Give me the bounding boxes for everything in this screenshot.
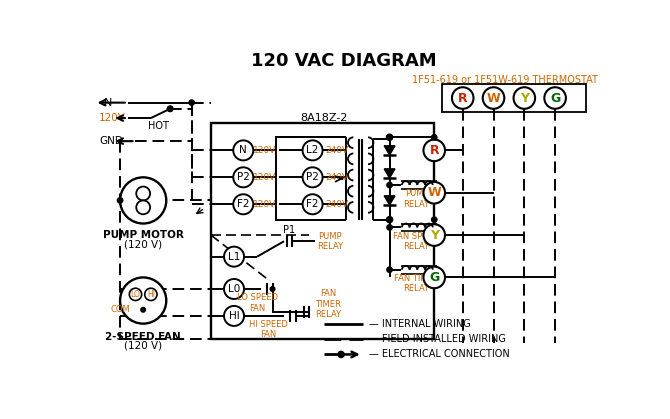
Text: HI: HI xyxy=(147,290,155,299)
Circle shape xyxy=(387,267,392,272)
Circle shape xyxy=(544,87,566,109)
Circle shape xyxy=(189,100,194,105)
Text: GND: GND xyxy=(99,136,123,146)
Text: — ELECTRICAL CONNECTION: — ELECTRICAL CONNECTION xyxy=(369,349,510,360)
Text: R: R xyxy=(458,91,468,104)
Text: FAN SPEED
RELAY: FAN SPEED RELAY xyxy=(393,232,440,251)
Text: 240V: 240V xyxy=(326,146,349,155)
Circle shape xyxy=(120,277,166,323)
Circle shape xyxy=(233,194,253,214)
Text: F2: F2 xyxy=(237,199,249,209)
Circle shape xyxy=(270,287,275,291)
Circle shape xyxy=(145,288,157,300)
Circle shape xyxy=(233,140,253,160)
Text: — FIELD INSTALLED WIRING: — FIELD INSTALLED WIRING xyxy=(369,334,506,344)
Text: — INTERNAL WIRING: — INTERNAL WIRING xyxy=(369,318,470,328)
Text: Y: Y xyxy=(520,91,529,104)
Circle shape xyxy=(168,106,173,111)
Circle shape xyxy=(303,194,322,214)
Circle shape xyxy=(233,167,253,187)
Text: N: N xyxy=(239,145,247,155)
Circle shape xyxy=(423,182,445,204)
Circle shape xyxy=(387,134,392,140)
Circle shape xyxy=(224,306,244,326)
Circle shape xyxy=(423,140,445,161)
Circle shape xyxy=(387,217,393,223)
Circle shape xyxy=(483,87,505,109)
Text: 8A18Z-2: 8A18Z-2 xyxy=(300,113,348,123)
Circle shape xyxy=(431,134,437,140)
Text: LO SPEED
FAN: LO SPEED FAN xyxy=(237,293,277,313)
Circle shape xyxy=(513,87,535,109)
Text: HI SPEED
FAN: HI SPEED FAN xyxy=(249,320,288,339)
Circle shape xyxy=(224,247,244,266)
Text: L0: L0 xyxy=(228,284,240,294)
Text: (120 V): (120 V) xyxy=(124,239,162,249)
Polygon shape xyxy=(384,196,395,205)
Text: FAN TIMER
RELAY: FAN TIMER RELAY xyxy=(394,274,439,293)
Circle shape xyxy=(120,177,166,223)
Circle shape xyxy=(423,224,445,246)
Circle shape xyxy=(136,200,150,214)
Text: PUMP
RELAY: PUMP RELAY xyxy=(317,232,343,251)
Polygon shape xyxy=(384,146,395,155)
Text: R: R xyxy=(429,144,439,157)
Circle shape xyxy=(129,288,141,300)
Circle shape xyxy=(387,134,393,140)
Text: HI: HI xyxy=(228,311,239,321)
Text: (120 V): (120 V) xyxy=(124,341,162,351)
Circle shape xyxy=(117,198,123,203)
Circle shape xyxy=(136,186,150,200)
Text: G: G xyxy=(429,271,440,284)
Bar xyxy=(442,84,586,112)
Text: 120V: 120V xyxy=(253,146,277,155)
Circle shape xyxy=(338,352,344,357)
Text: 240V: 240V xyxy=(326,200,349,209)
Text: 120V: 120V xyxy=(253,200,277,209)
Text: PUMP
RELAY: PUMP RELAY xyxy=(403,189,429,209)
Text: N: N xyxy=(105,98,113,108)
Text: L1: L1 xyxy=(228,252,241,261)
Text: PUMP MOTOR: PUMP MOTOR xyxy=(103,230,184,240)
Text: P2: P2 xyxy=(237,172,250,182)
Text: G: G xyxy=(550,91,560,104)
Text: LO: LO xyxy=(131,290,141,299)
Text: F2: F2 xyxy=(306,199,319,209)
Circle shape xyxy=(303,167,322,187)
Text: 1F51-619 or 1F51W-619 THERMOSTAT: 1F51-619 or 1F51W-619 THERMOSTAT xyxy=(412,75,598,85)
Circle shape xyxy=(452,87,474,109)
Circle shape xyxy=(387,225,392,230)
Text: Y: Y xyxy=(429,229,439,242)
Text: W: W xyxy=(486,91,500,104)
Bar xyxy=(211,124,434,339)
Circle shape xyxy=(224,279,244,299)
Circle shape xyxy=(141,308,145,312)
Circle shape xyxy=(168,106,173,111)
Circle shape xyxy=(303,140,322,160)
Text: HOT: HOT xyxy=(148,121,169,131)
Circle shape xyxy=(431,217,437,222)
Circle shape xyxy=(423,266,445,288)
Text: 240V: 240V xyxy=(326,173,349,182)
Text: W: W xyxy=(427,186,441,199)
Text: P2: P2 xyxy=(306,172,319,182)
Text: 120V: 120V xyxy=(253,173,277,182)
Text: 2-SPEED FAN: 2-SPEED FAN xyxy=(105,332,181,342)
Polygon shape xyxy=(384,169,395,178)
Text: COM: COM xyxy=(110,305,130,314)
Text: L2: L2 xyxy=(306,145,319,155)
Text: 120V: 120V xyxy=(99,113,126,123)
Text: P1: P1 xyxy=(283,225,295,235)
Text: 120 VAC DIAGRAM: 120 VAC DIAGRAM xyxy=(251,52,436,70)
Circle shape xyxy=(387,182,392,188)
Text: FAN
TIMER
RELAY: FAN TIMER RELAY xyxy=(315,290,341,319)
